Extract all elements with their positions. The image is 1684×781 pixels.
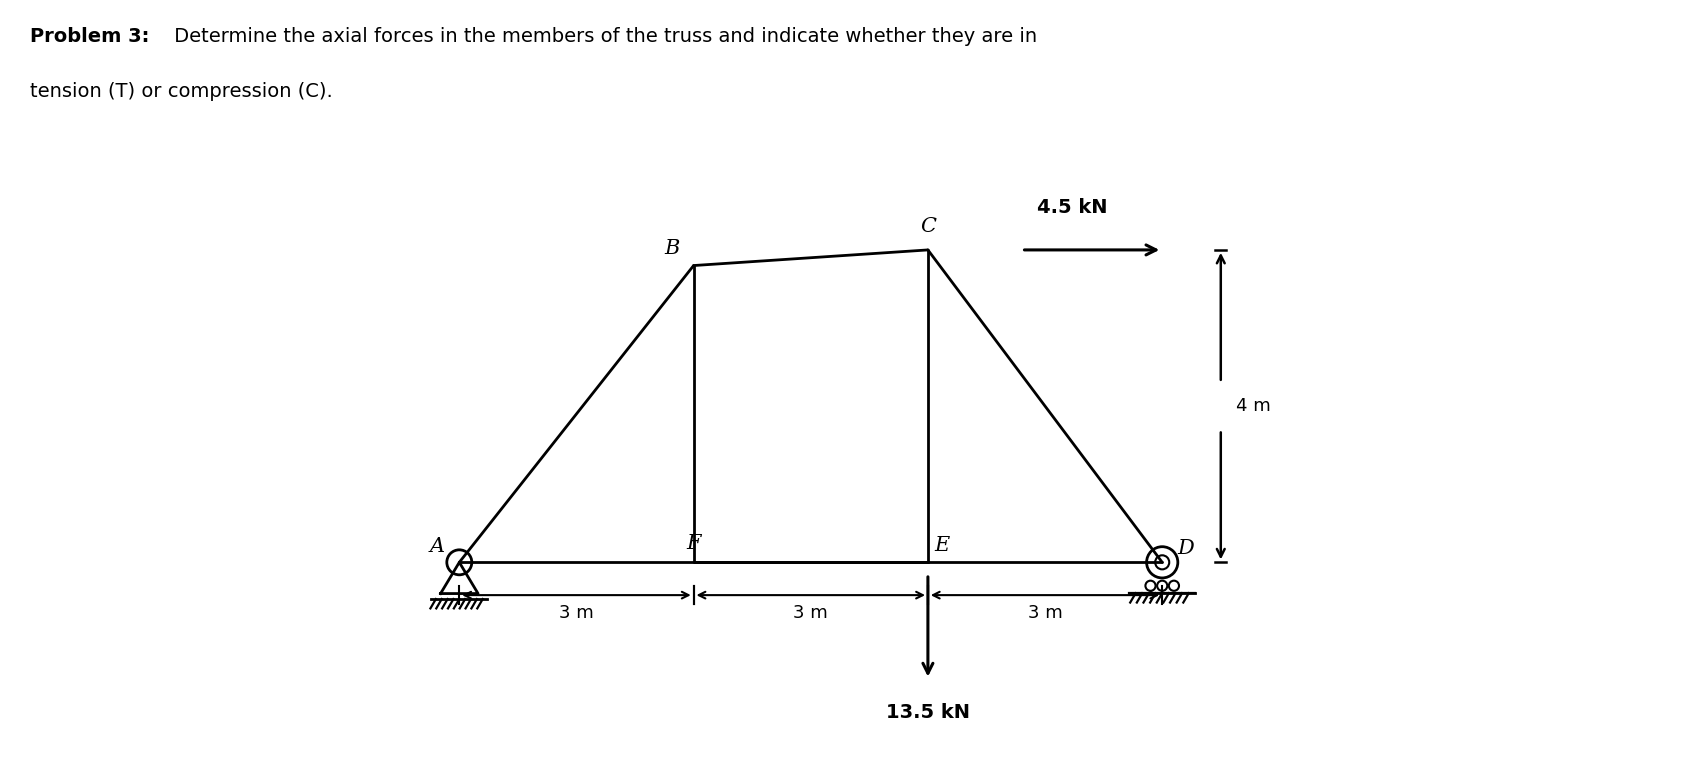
Text: D: D	[1177, 540, 1194, 558]
Text: Problem 3:: Problem 3:	[30, 27, 150, 46]
Text: Determine the axial forces in the members of the truss and indicate whether they: Determine the axial forces in the member…	[168, 27, 1037, 46]
Text: B: B	[663, 239, 679, 258]
Text: tension (T) or compression (C).: tension (T) or compression (C).	[30, 82, 333, 101]
Text: 3 m: 3 m	[559, 604, 594, 622]
Text: 4 m: 4 m	[1236, 397, 1271, 415]
Text: E: E	[935, 536, 950, 555]
Text: A: A	[429, 537, 445, 556]
Text: 3 m: 3 m	[793, 604, 829, 622]
Text: C: C	[919, 217, 936, 236]
Text: F: F	[687, 534, 701, 553]
Text: 13.5 kN: 13.5 kN	[886, 703, 970, 722]
Text: 3 m: 3 m	[1027, 604, 1063, 622]
Text: 4.5 kN: 4.5 kN	[1037, 198, 1108, 217]
